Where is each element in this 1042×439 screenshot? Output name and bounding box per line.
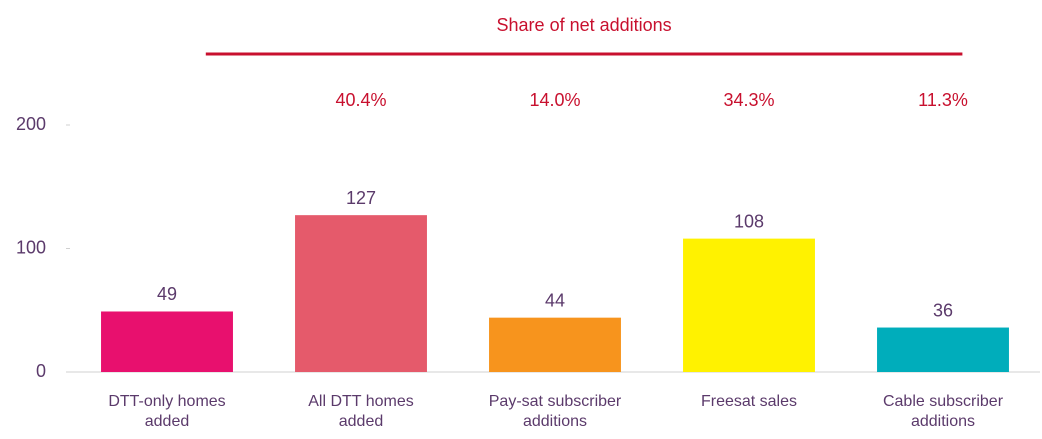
y-tick-label: 200 bbox=[16, 114, 46, 134]
value-label: 127 bbox=[346, 188, 376, 208]
share-label: 34.3% bbox=[723, 90, 774, 110]
share-label: 40.4% bbox=[335, 90, 386, 110]
bar bbox=[489, 317, 621, 372]
value-label: 36 bbox=[933, 300, 953, 320]
bar bbox=[101, 311, 233, 372]
value-label: 108 bbox=[734, 211, 764, 231]
y-tick-label: 100 bbox=[16, 237, 46, 257]
value-label: 44 bbox=[545, 290, 565, 310]
x-tick-label: DTT-only homes added bbox=[108, 393, 226, 430]
bar bbox=[683, 238, 815, 372]
value-label: 49 bbox=[157, 284, 177, 304]
share-label: 11.3% bbox=[918, 90, 968, 110]
share-label: 14.0% bbox=[529, 90, 580, 110]
y-tick-label: 0 bbox=[36, 361, 46, 381]
x-tick-label: All DTT homes added bbox=[308, 393, 414, 430]
bar bbox=[877, 327, 1009, 372]
x-tick-label: Freesat sales bbox=[700, 393, 798, 410]
x-tick-label: Pay-sat subscriber additions bbox=[488, 393, 622, 430]
x-tick-label: Cable subscriber additions bbox=[882, 393, 1004, 430]
share-title: Share of net additions bbox=[497, 15, 672, 35]
bar bbox=[295, 215, 427, 372]
